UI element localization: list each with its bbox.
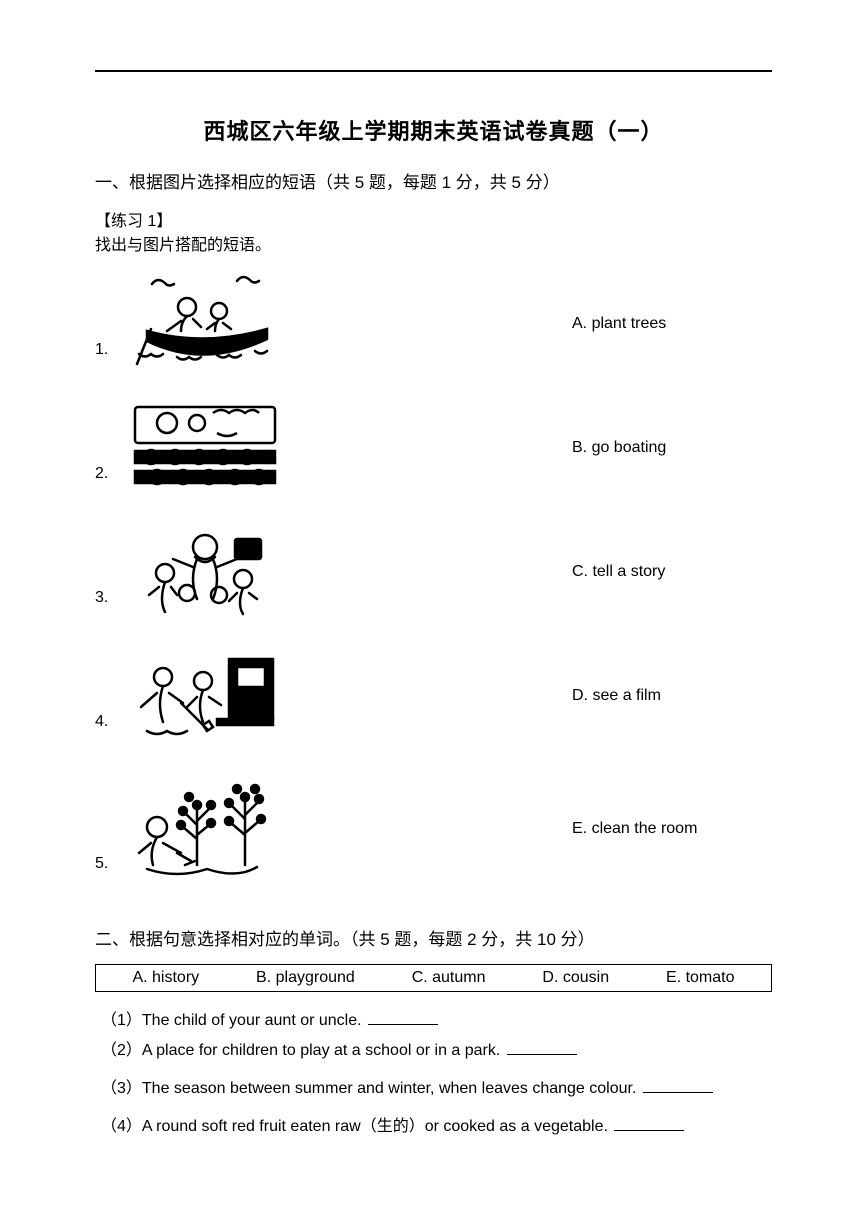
page-title: 西城区六年级上学期期末英语试卷真题（一） xyxy=(95,114,772,146)
story-picture xyxy=(117,517,292,627)
section1-heading: 一、根据图片选择相应的短语（共 5 题，每题 1 分，共 5 分） xyxy=(95,168,772,193)
boating-picture xyxy=(117,269,292,379)
question-text: （4）A round soft red fruit eaten raw（生的）o… xyxy=(101,1118,608,1135)
exercise-label: 【练习 1】 xyxy=(95,207,772,231)
section2: 二、根据句意选择相对应的单词。（共 5 题，每题 2 分，共 10 分） A. … xyxy=(95,925,772,1136)
row-number: 2. xyxy=(95,465,117,483)
question-2: （2）A place for children to play at a sch… xyxy=(101,1036,772,1060)
match-row: 4. D. see a film xyxy=(95,641,772,751)
question-text: （3）The season between summer and winter,… xyxy=(101,1080,636,1097)
row-option: C. tell a story xyxy=(572,563,772,581)
row-option: E. clean the room xyxy=(572,820,772,838)
row-number: 3. xyxy=(95,589,117,607)
option-e: E. tomato xyxy=(666,969,734,987)
option-a: A. history xyxy=(132,969,199,987)
row-option: A. plant trees xyxy=(572,315,772,333)
match-row: 2. B. go boating xyxy=(95,393,772,503)
question-3: （3）The season between summer and winter,… xyxy=(101,1074,772,1098)
question-text: （1）The child of your aunt or uncle. xyxy=(101,1012,362,1029)
row-number: 5. xyxy=(95,855,117,873)
question-text: （2）A place for children to play at a sch… xyxy=(101,1042,500,1059)
question-1: （1）The child of your aunt or uncle. xyxy=(101,1006,772,1030)
row-option: B. go boating xyxy=(572,439,772,457)
exercise-desc: 找出与图片搭配的短语。 xyxy=(95,231,772,255)
exam-page: 西城区六年级上学期期末英语试卷真题（一） 一、根据图片选择相应的短语（共 5 题… xyxy=(0,0,867,1182)
header-rule xyxy=(95,70,772,72)
plant-picture xyxy=(117,765,292,893)
row-number: 4. xyxy=(95,713,117,731)
match-row: 1. A. plant trees xyxy=(95,269,772,379)
match-row: 3. C. tell a story xyxy=(95,517,772,627)
row-option: D. see a film xyxy=(572,687,772,705)
clean-picture xyxy=(117,641,292,751)
film-picture xyxy=(117,393,292,503)
section2-heading: 二、根据句意选择相对应的单词。（共 5 题，每题 2 分，共 10 分） xyxy=(95,925,772,950)
answer-blank[interactable] xyxy=(614,1130,684,1131)
option-c: C. autumn xyxy=(412,969,486,987)
option-b: B. playground xyxy=(256,969,355,987)
option-box: A. history B. playground C. autumn D. co… xyxy=(95,964,772,992)
option-d: D. cousin xyxy=(542,969,609,987)
match-row: 5. xyxy=(95,765,772,893)
answer-blank[interactable] xyxy=(507,1054,577,1055)
question-4: （4）A round soft red fruit eaten raw（生的）o… xyxy=(101,1112,772,1136)
row-number: 1. xyxy=(95,341,117,359)
answer-blank[interactable] xyxy=(368,1024,438,1025)
answer-blank[interactable] xyxy=(643,1092,713,1093)
